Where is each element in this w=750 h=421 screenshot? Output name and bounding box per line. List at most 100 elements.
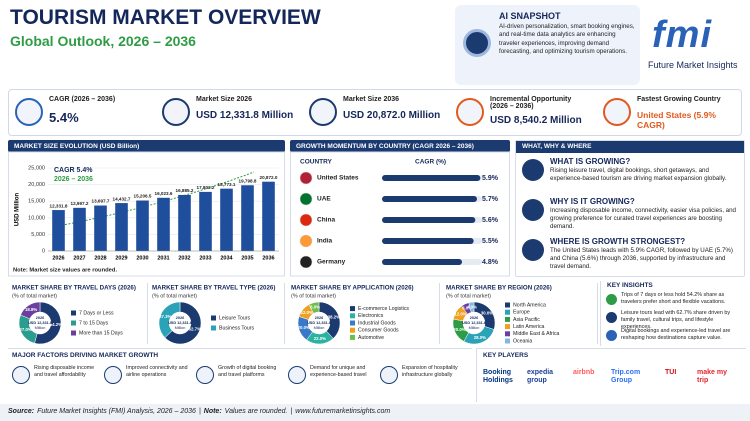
y-tick-label: 10,000 bbox=[28, 215, 45, 221]
value-label: 20.0% bbox=[453, 327, 465, 332]
bar bbox=[220, 188, 233, 251]
item-icon bbox=[522, 159, 544, 181]
center-label: Million bbox=[314, 326, 325, 330]
section-title: MAJOR FACTORS DRIVING MARKET GROWTH bbox=[12, 352, 159, 359]
legend-swatch bbox=[350, 306, 355, 312]
legend-swatch bbox=[350, 313, 355, 319]
insight-icon bbox=[606, 312, 617, 323]
x-tick-label: 2036 bbox=[262, 255, 274, 261]
bar bbox=[157, 197, 170, 251]
donut-slice bbox=[468, 301, 475, 313]
y-tick-label: 20,000 bbox=[28, 182, 45, 188]
ai-icon bbox=[463, 29, 491, 57]
kpi-value: USD 8,540.2 Million bbox=[490, 115, 582, 126]
donut-slice bbox=[164, 301, 202, 345]
legend-label: Consumer Goods bbox=[358, 328, 399, 334]
factor-text: Rising disposable income and travel affo… bbox=[34, 365, 95, 378]
legend-label: 7 Days or Less bbox=[79, 310, 114, 316]
value-label: 38.2% bbox=[328, 314, 340, 319]
subtitle: Global Outlook, 2026 – 2036 bbox=[10, 33, 196, 49]
legend-swatch bbox=[505, 331, 510, 337]
value-label: 27.0% bbox=[20, 327, 32, 332]
kpi-icon bbox=[309, 98, 337, 126]
logo-mark: fmi bbox=[652, 14, 712, 56]
flag-icon bbox=[299, 213, 313, 227]
value-label: 20.0% bbox=[298, 325, 310, 330]
kpi-value: 5.4% bbox=[49, 110, 79, 125]
legend-swatch bbox=[211, 315, 216, 321]
y-axis-label: USD Million bbox=[15, 193, 21, 227]
value-label: 6.0% bbox=[462, 306, 472, 311]
x-tick-label: 2029 bbox=[115, 255, 127, 261]
footer-text: www.futuremarketinsights.com bbox=[295, 408, 391, 415]
bar bbox=[382, 196, 477, 202]
legend-label: Automotive bbox=[358, 335, 384, 341]
value-label: 5.5% bbox=[482, 238, 499, 245]
section-title: KEY PLAYERS bbox=[483, 352, 529, 359]
value-label: 37.3% bbox=[159, 314, 171, 319]
chart-subtitle: (% of total market) bbox=[291, 293, 336, 299]
panel-title: MARKET SIZE EVOLUTION (USD Billion) bbox=[14, 143, 139, 150]
what-why-where: WHAT, WHY & WHERE WHAT IS GROWING? Rising … bbox=[515, 140, 745, 277]
item-icon bbox=[522, 199, 544, 221]
value-label: 15,206.5 bbox=[134, 194, 152, 199]
y-tick-label: 15,000 bbox=[28, 199, 45, 205]
category-label: United States bbox=[317, 175, 359, 182]
kpi-row: CAGR (2026 – 2036) 5.4% Market Size 2026 US… bbox=[8, 89, 742, 136]
logo-name: Future Market Insights bbox=[648, 60, 738, 70]
kpi-label: CAGR (2026 – 2036) bbox=[49, 96, 116, 103]
legend-label: Electronics bbox=[358, 313, 384, 319]
chart-title: MARKET SHARE BY APPLICATION (2026) bbox=[291, 285, 414, 292]
bar bbox=[382, 238, 474, 244]
footer-text: Values are rounded. bbox=[224, 408, 288, 415]
insight-text: Leisure tours lead with 62.7% share driv… bbox=[621, 310, 731, 330]
bar bbox=[94, 205, 107, 251]
panel-border bbox=[8, 151, 285, 277]
section-title: KEY INSIGHTS bbox=[607, 282, 653, 289]
factor-icon bbox=[12, 366, 30, 384]
key-insights: KEY INSIGHTS Trips of 7 days or less hold… bbox=[600, 281, 745, 346]
legend-label: E-commerce Logistics bbox=[358, 306, 409, 312]
x-tick-label: 2035 bbox=[241, 255, 253, 261]
footer: Source: Future Market Insights (FMI) Anal… bbox=[0, 404, 750, 421]
chart: MARKET SHARE BY REGION (2026)(% of total… bbox=[446, 283, 598, 344]
center-label: USD 12,331.8 bbox=[28, 321, 52, 325]
x-tick-label: 2030 bbox=[136, 255, 148, 261]
factor-text: Growth of digital booking and travel pla… bbox=[218, 365, 277, 378]
x-tick-label: 2026 bbox=[52, 255, 64, 261]
legend-label: 7 to 15 Days bbox=[79, 320, 109, 326]
item-icon bbox=[522, 239, 544, 261]
value-label: 19,798.8 bbox=[239, 178, 257, 183]
legend-swatch bbox=[505, 324, 510, 330]
player-logo: make my trip bbox=[697, 369, 727, 384]
kpi-icon bbox=[603, 98, 631, 126]
panel-title: GROWTH MOMENTUM BY COUNTRY (CAGR 2026 – … bbox=[296, 143, 474, 150]
column-header: COUNTRY bbox=[300, 159, 333, 166]
y-tick-label: 5,000 bbox=[31, 232, 45, 238]
category-label: India bbox=[317, 238, 333, 245]
factor-icon bbox=[380, 366, 398, 384]
flag-icon bbox=[299, 234, 313, 248]
value-label: 4.0% bbox=[467, 304, 477, 309]
legend-label: Industrial Goods bbox=[358, 320, 396, 326]
legend-swatch bbox=[350, 327, 355, 333]
annotation: CAGR 5.4% bbox=[54, 167, 93, 174]
value-label: 4.8% bbox=[482, 259, 499, 266]
player-logo: airbnb bbox=[573, 369, 595, 376]
bar bbox=[73, 207, 86, 251]
chart-note: Note: Market size values are rounded. bbox=[13, 268, 117, 274]
factor-icon bbox=[196, 366, 214, 384]
chart-title: MARKET SHARE BY REGION (2026) bbox=[446, 285, 552, 292]
legend-swatch bbox=[505, 338, 510, 344]
insight-icon bbox=[606, 330, 617, 341]
kpi-label: Market Size 2026 bbox=[196, 96, 253, 103]
legend-swatch bbox=[350, 334, 355, 340]
bar bbox=[178, 194, 191, 251]
value-label: 12,997.2 bbox=[71, 201, 89, 206]
value-label: 12.0% bbox=[301, 310, 313, 315]
value-label: 17,803.2 bbox=[197, 185, 215, 190]
chart: MARKET SHARE BY TRAVEL TYPE (2026)(% of … bbox=[152, 283, 285, 345]
donut-slice bbox=[158, 301, 181, 339]
factor-icon bbox=[288, 366, 306, 384]
center-label: 2026 bbox=[315, 316, 323, 320]
